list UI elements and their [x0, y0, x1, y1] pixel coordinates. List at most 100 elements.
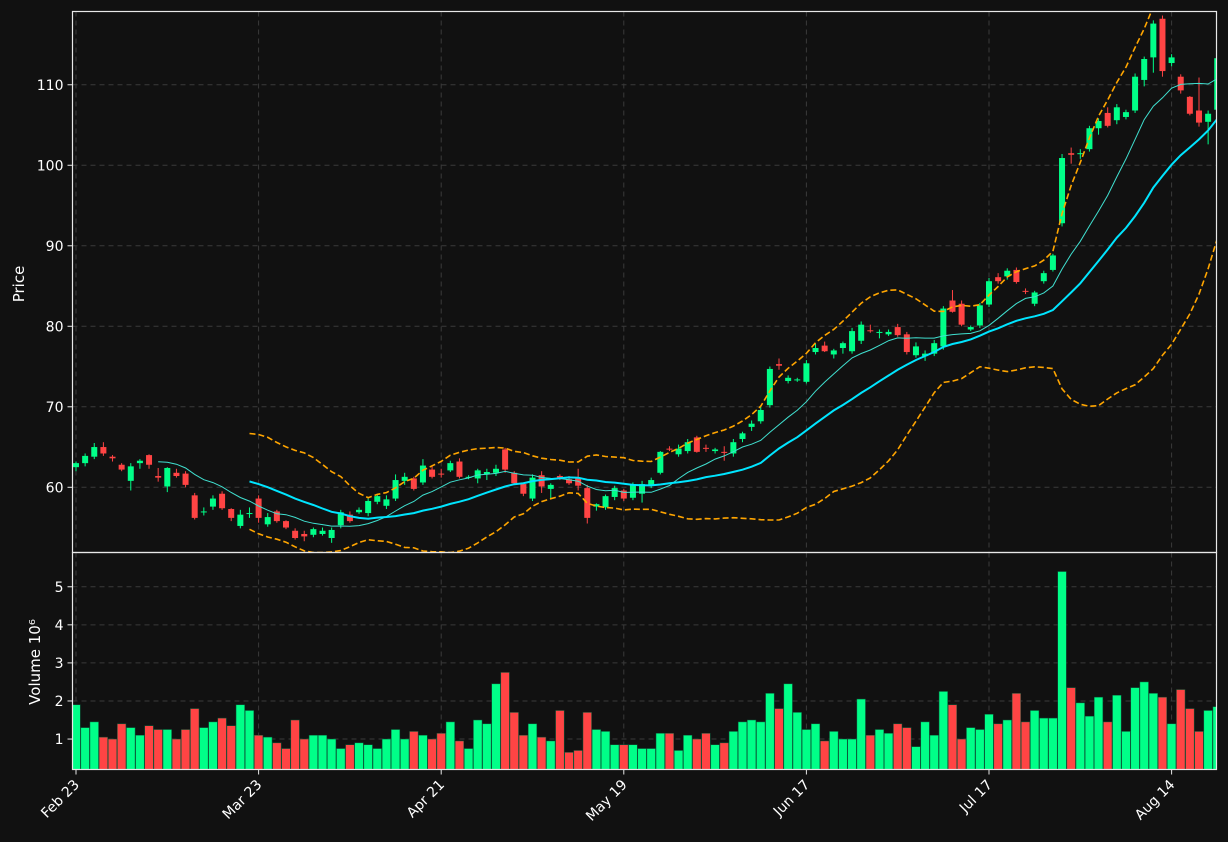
candle-body	[511, 472, 518, 484]
volume-bar	[372, 748, 382, 770]
volume-bar	[1066, 687, 1076, 770]
volume-bar	[107, 738, 118, 770]
candle-body	[602, 496, 609, 508]
volume-bar	[144, 725, 154, 770]
volume-bar	[619, 744, 629, 770]
candle-body	[429, 469, 436, 477]
candle-body	[109, 456, 116, 459]
volume-bar	[1130, 687, 1140, 770]
volume-bar	[591, 729, 601, 770]
price-axis-title: Price	[10, 266, 28, 303]
candle-body	[310, 529, 317, 535]
candle-body	[173, 472, 180, 477]
volume-bar	[400, 738, 410, 770]
candle-body	[383, 499, 390, 506]
volume-bar	[884, 733, 894, 770]
candle-body	[191, 495, 198, 518]
candle-body	[447, 463, 454, 471]
volume-tick-label: 1	[55, 732, 64, 748]
volume-bar	[1039, 717, 1049, 770]
volume-tick-label: 5	[55, 580, 64, 596]
volume-bar	[482, 723, 492, 770]
candle-body	[611, 488, 618, 497]
candle-body	[1059, 158, 1066, 224]
volume-bar	[637, 748, 647, 770]
candle-body	[876, 331, 883, 333]
candle-body	[675, 448, 682, 455]
candle-body	[839, 343, 846, 349]
volume-bars	[72, 571, 1217, 770]
volume-bar	[975, 729, 985, 770]
candle-body	[785, 377, 792, 382]
candle-body	[1040, 273, 1047, 282]
volume-bar	[254, 734, 264, 770]
candle-body	[1013, 269, 1020, 282]
candle-body	[1122, 112, 1129, 117]
volume-bar	[336, 748, 346, 770]
volume-bar	[874, 729, 884, 770]
candle-body	[410, 478, 417, 489]
volume-bar	[181, 729, 191, 770]
volume-bar	[728, 731, 738, 770]
volume-bar	[820, 740, 830, 770]
candle-body	[693, 437, 700, 452]
volume-bar	[1121, 731, 1131, 770]
volume-bar	[655, 733, 665, 770]
candle-body	[419, 465, 426, 483]
volume-bar	[473, 719, 483, 770]
candle-body	[319, 530, 326, 534]
candle-body	[346, 514, 353, 522]
candle-body	[200, 511, 207, 513]
volume-bar	[801, 729, 811, 770]
candle-body	[620, 490, 627, 499]
candle-body	[940, 308, 947, 347]
candle-body	[1159, 18, 1166, 72]
volume-bar	[327, 738, 337, 770]
volume-tick-label: 3	[55, 656, 64, 672]
volume-bar	[911, 746, 921, 770]
candle-body	[903, 334, 910, 353]
volume-bar	[235, 704, 245, 770]
volume-bar	[747, 719, 757, 770]
volume-bar	[646, 748, 656, 770]
volume-axis-title: Volume 10⁶	[26, 619, 44, 705]
candle-body	[209, 498, 216, 507]
candle-body	[849, 331, 856, 352]
candle-body	[821, 345, 828, 352]
candle-body	[986, 281, 992, 305]
volume-bar	[1094, 696, 1104, 770]
candle-body	[474, 470, 481, 479]
candle-body	[237, 514, 244, 526]
candle-body	[1068, 153, 1075, 155]
volume-bar	[1194, 731, 1204, 770]
candle-body	[1004, 270, 1011, 277]
volume-bar	[984, 714, 994, 770]
volume-bar	[509, 712, 519, 770]
volume-bar	[847, 738, 857, 770]
volume-bar	[1167, 723, 1177, 770]
candle-body	[812, 348, 819, 353]
volume-bar	[427, 738, 437, 770]
ma-fast-line	[158, 78, 1217, 527]
volume-bar	[153, 729, 163, 770]
candle-body	[684, 442, 691, 452]
candle-body	[1022, 290, 1029, 292]
volume-panel-frame	[71, 551, 1218, 771]
volume-bar	[1157, 696, 1168, 770]
volume-bar	[555, 710, 565, 770]
volume-bar	[308, 734, 318, 770]
bollinger-upper-line	[249, 11, 1153, 499]
volume-y-ticks: 1 2 3 4 5	[55, 580, 73, 748]
candle-body	[520, 484, 527, 494]
candle-body	[1214, 58, 1217, 110]
candle-body	[164, 467, 171, 487]
volume-bar	[72, 704, 81, 770]
volume-bar	[89, 721, 99, 770]
volume-bar	[381, 738, 391, 770]
volume-bar	[126, 727, 136, 770]
candle-body	[100, 447, 107, 454]
candle-body	[1132, 76, 1139, 111]
candle-body	[976, 305, 983, 326]
candle-body	[337, 512, 344, 526]
volume-bar	[409, 731, 419, 770]
